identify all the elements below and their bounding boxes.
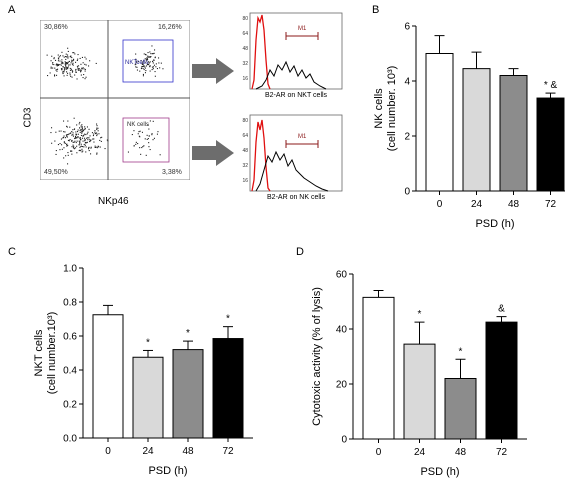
hist-marker: M1 bbox=[298, 26, 307, 32]
gate-label-nk: NK cells bbox=[127, 122, 150, 128]
arrow-right-icon bbox=[192, 58, 234, 84]
flow-dots bbox=[46, 45, 164, 165]
flow-plot-area bbox=[40, 20, 190, 180]
y-axis-label: (cell number. 10³) bbox=[386, 66, 398, 152]
significance-mark: * bbox=[146, 337, 150, 348]
significance-mark: * bbox=[418, 309, 422, 320]
y-tick-label: 0.8 bbox=[63, 298, 77, 309]
gate-label-nkt: NKTcells bbox=[125, 60, 149, 66]
significance-mark: * bbox=[226, 314, 230, 325]
bar bbox=[212, 338, 244, 439]
y-axis-label: Cytotoxic activity (% of lysis) bbox=[311, 287, 323, 426]
y-tick-label: 0.0 bbox=[63, 434, 77, 445]
x-tick-label: 72 bbox=[545, 199, 557, 210]
x-tick-label: 0 bbox=[105, 446, 111, 457]
panel-label-c: C bbox=[8, 246, 16, 258]
flow-ylabel: CD3 bbox=[22, 107, 34, 128]
nkt-gate bbox=[122, 39, 174, 83]
nk-gate bbox=[122, 117, 170, 163]
y-tick-label: 0.6 bbox=[63, 332, 77, 343]
x-tick-label: 24 bbox=[414, 447, 426, 458]
chart-d: 0 20 40 60 Cytotoxic activity (% of lysis) 0 *… bbox=[311, 270, 527, 478]
hist-ytick: 64 bbox=[242, 31, 248, 37]
histogram-nk: 80 64 48 32 16 M1 bbox=[242, 114, 343, 192]
x-axis-label: PSD (h) bbox=[148, 465, 187, 477]
bar bbox=[403, 343, 436, 440]
bar bbox=[536, 97, 565, 192]
y-tick-label: 6 bbox=[404, 22, 410, 33]
y-tick-label: 0 bbox=[404, 187, 410, 198]
bar bbox=[92, 314, 124, 439]
x-tick-label: 48 bbox=[182, 446, 194, 457]
quadrant-ll: 49,50% bbox=[44, 169, 68, 176]
y-tick-label: 1.0 bbox=[63, 264, 77, 275]
y-tick-label: 60 bbox=[336, 270, 348, 281]
significance-mark: * bbox=[459, 346, 463, 357]
x-tick-label: 48 bbox=[455, 447, 467, 458]
x-tick-label: 72 bbox=[222, 446, 234, 457]
hist-ytick: 32 bbox=[242, 61, 248, 67]
hist-ytick: 64 bbox=[242, 133, 248, 139]
arrow-right-icon bbox=[192, 140, 234, 166]
x-tick-label: 72 bbox=[496, 447, 508, 458]
significance-mark: & bbox=[498, 304, 505, 315]
panel-label-b: B bbox=[372, 4, 380, 16]
significance-mark: * & bbox=[544, 80, 558, 91]
x-tick-label: 24 bbox=[142, 446, 154, 457]
x-axis-label: PSD (h) bbox=[475, 218, 514, 230]
bar bbox=[362, 296, 395, 440]
y-tick-label: 0 bbox=[341, 435, 347, 446]
x-tick-label: 24 bbox=[471, 199, 483, 210]
flow-xlabel: NKp46 bbox=[98, 196, 129, 207]
hist-xlabel: B2-AR on NKT cells bbox=[264, 92, 328, 99]
bar bbox=[485, 321, 518, 440]
hist-ytick: 80 bbox=[242, 118, 248, 124]
bar bbox=[132, 356, 164, 439]
bar bbox=[462, 68, 491, 192]
histogram-nkt: 80 64 48 32 16 M1 bbox=[242, 12, 343, 90]
y-tick-label: 4 bbox=[404, 77, 410, 88]
hist-marker: M1 bbox=[298, 134, 307, 140]
hist-ytick: 16 bbox=[242, 178, 248, 184]
y-axis-label: NK cells bbox=[373, 88, 385, 129]
y-tick-label: 40 bbox=[336, 325, 348, 336]
y-tick-label: 20 bbox=[336, 380, 348, 391]
x-axis-label: PSD (h) bbox=[420, 466, 459, 478]
panel-label-d: D bbox=[296, 246, 304, 258]
quadrant-lr: 3,38% bbox=[162, 169, 182, 176]
y-tick-label: 0.4 bbox=[63, 366, 77, 377]
quadrant-ur: 16,26% bbox=[158, 24, 182, 31]
x-tick-label: 0 bbox=[376, 447, 382, 458]
bar bbox=[172, 349, 204, 439]
panel-label-a: A bbox=[8, 4, 16, 16]
hist-xlabel: B2-AR on NK cells bbox=[267, 194, 325, 201]
hist-ytick: 32 bbox=[242, 163, 248, 169]
bar bbox=[444, 378, 477, 440]
x-tick-label: 48 bbox=[508, 199, 520, 210]
hist-ytick: 48 bbox=[242, 148, 248, 154]
y-tick-label: 2 bbox=[404, 132, 410, 143]
bar bbox=[499, 75, 528, 192]
significance-mark: * bbox=[186, 328, 190, 339]
quadrant-ul: 30,86% bbox=[44, 24, 68, 31]
bar bbox=[425, 53, 454, 192]
y-tick-label: 0.2 bbox=[63, 400, 77, 411]
x-tick-label: 0 bbox=[437, 199, 443, 210]
hist-ytick: 80 bbox=[242, 16, 248, 22]
hist-ytick: 16 bbox=[242, 76, 248, 82]
hist-ytick: 48 bbox=[242, 46, 248, 52]
y-axis-label: NKT cells bbox=[33, 329, 45, 376]
chart-c: 0.0 0.2 0.4 0.6 0.8 1.0 NKT cells (cell number.… bbox=[33, 264, 253, 477]
y-axis-label: (cell number.10³) bbox=[46, 312, 58, 395]
